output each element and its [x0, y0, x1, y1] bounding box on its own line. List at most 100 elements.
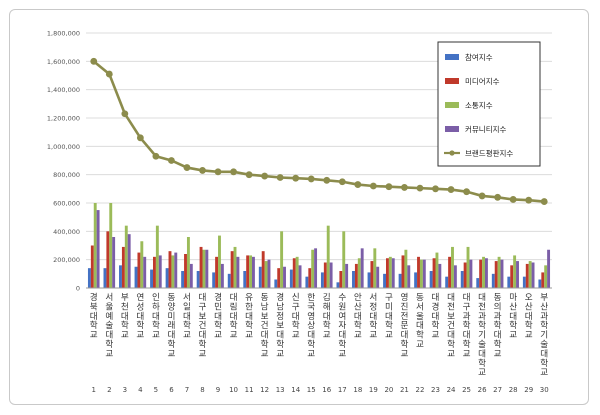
- line-point: [183, 164, 191, 171]
- rank-label: 24: [447, 386, 456, 394]
- bar: [547, 249, 551, 288]
- bar: [168, 251, 172, 288]
- bar: [258, 266, 262, 288]
- bar: [143, 256, 147, 288]
- bar: [215, 256, 219, 288]
- line-point: [416, 184, 424, 192]
- bar: [525, 263, 529, 288]
- rank-label: 1: [92, 386, 96, 394]
- line-point: [385, 183, 393, 191]
- bar: [106, 231, 110, 288]
- line-point: [121, 110, 129, 118]
- bar: [354, 263, 358, 288]
- line-point: [261, 172, 269, 180]
- bar: [448, 256, 452, 288]
- bar: [184, 254, 187, 288]
- legend-marker: [449, 150, 455, 156]
- bar: [121, 246, 125, 288]
- bar: [531, 262, 535, 288]
- bar: [218, 235, 221, 288]
- legend-swatch: [445, 126, 459, 132]
- line-point: [276, 174, 284, 181]
- bar: [414, 272, 418, 288]
- bar: [252, 256, 255, 288]
- rank-label: 7: [185, 386, 189, 394]
- bar: [445, 276, 449, 288]
- bar: [134, 266, 138, 288]
- bar: [513, 255, 517, 288]
- bar: [220, 263, 224, 288]
- bar: [227, 273, 231, 288]
- line-point: [292, 174, 300, 182]
- rank-label: 3: [123, 386, 127, 394]
- bar: [150, 269, 153, 288]
- legend-label: 참여지수: [465, 52, 493, 62]
- bar: [391, 258, 395, 288]
- bar: [326, 225, 330, 288]
- bar: [352, 271, 355, 288]
- legend-label: 미디어지수: [465, 76, 500, 86]
- bar: [90, 245, 94, 288]
- bar: [109, 203, 113, 288]
- bar: [96, 210, 100, 288]
- bar: [422, 259, 426, 288]
- bar: [212, 272, 216, 288]
- legend-label: 소통지수: [465, 101, 493, 110]
- bar: [274, 279, 278, 288]
- line-point: [338, 178, 346, 186]
- bar: [305, 276, 309, 288]
- bar: [507, 276, 511, 288]
- line-point: [152, 152, 160, 160]
- bar: [308, 268, 312, 288]
- rank-label: 14: [291, 386, 300, 394]
- rank-label: 28: [509, 386, 518, 394]
- bar: [230, 251, 234, 288]
- bar: [158, 255, 162, 288]
- rank-label: 26: [478, 386, 487, 394]
- bar: [479, 259, 483, 288]
- bar: [432, 258, 436, 288]
- bar: [435, 252, 439, 288]
- line-point: [463, 188, 470, 196]
- bar: [87, 268, 91, 288]
- line-point: [245, 171, 253, 179]
- rank-label: 10: [229, 386, 238, 394]
- bar: [119, 265, 122, 288]
- y-tick-label: 0: [76, 285, 80, 293]
- y-tick-label: 800,000: [53, 171, 80, 179]
- line-point: [525, 196, 533, 204]
- bar: [186, 237, 190, 288]
- bar: [93, 203, 97, 288]
- line-point: [307, 175, 315, 183]
- bar: [407, 265, 411, 288]
- bar: [485, 258, 488, 288]
- bar: [370, 261, 374, 288]
- rank-label: 4: [138, 386, 143, 394]
- line-series: [90, 57, 548, 205]
- bar: [482, 256, 485, 288]
- bar: [357, 258, 361, 288]
- bar: [497, 256, 501, 288]
- bar: [339, 271, 343, 288]
- bar: [292, 258, 296, 288]
- bar: [112, 237, 116, 288]
- line-point: [494, 193, 502, 201]
- bar: [323, 262, 327, 288]
